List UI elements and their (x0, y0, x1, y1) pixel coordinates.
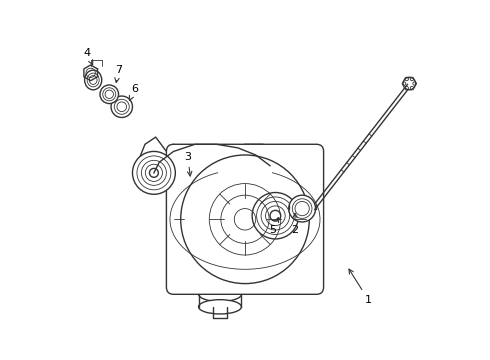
Ellipse shape (100, 85, 119, 104)
PathPatch shape (138, 137, 317, 280)
Text: 6: 6 (129, 84, 139, 100)
Ellipse shape (252, 193, 298, 239)
Text: 1: 1 (349, 269, 372, 305)
Text: 3: 3 (184, 152, 192, 176)
Text: 4: 4 (84, 48, 93, 64)
Ellipse shape (111, 96, 132, 117)
Text: 7: 7 (115, 65, 122, 82)
Text: 5: 5 (270, 217, 279, 235)
Ellipse shape (85, 70, 102, 90)
Ellipse shape (289, 195, 316, 222)
Ellipse shape (403, 77, 416, 90)
Text: 2: 2 (292, 213, 298, 235)
FancyBboxPatch shape (167, 144, 323, 294)
Ellipse shape (198, 287, 242, 301)
Ellipse shape (132, 152, 175, 194)
Ellipse shape (198, 300, 242, 314)
